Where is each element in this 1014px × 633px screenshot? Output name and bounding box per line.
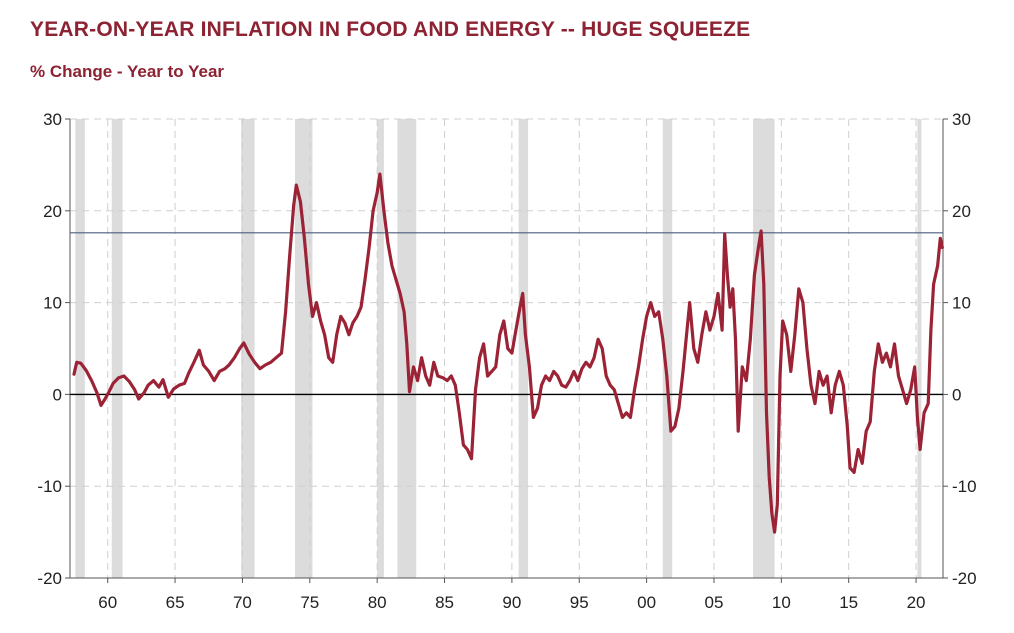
y-tick-label-left: 10 [43,294,62,313]
tick-labels: -20 -10 0 10 20 30 -20 -10 0 10 20 30 60 65 70 75 80 85 90… [37,110,976,612]
recession-band [917,119,922,578]
x-tick-label: 00 [637,593,656,612]
x-tick-label: 60 [98,593,117,612]
recession-band [662,119,673,578]
x-tick-label: 15 [839,593,858,612]
reference-lines [70,232,943,396]
y-tick-label-right: -10 [952,477,977,496]
y-tick-label-left: 20 [43,202,62,221]
x-tick-label: 90 [502,593,521,612]
y-tick-label-left: 30 [43,110,62,129]
y-tick-label-left: -20 [37,569,62,588]
y-tick-label-right: 10 [952,294,971,313]
recession-band [377,119,384,578]
recession-band [518,119,529,578]
recession-band [111,119,123,578]
y-tick-label-right: 20 [952,202,971,221]
recession-band [75,119,85,578]
x-tick-label: 20 [907,593,926,612]
x-tick-label: 65 [166,593,185,612]
x-tick-label: 85 [435,593,454,612]
y-tick-label-right: -20 [952,569,977,588]
y-tick-label-right: 0 [952,385,961,404]
x-tick-label: 95 [570,593,589,612]
series-line [72,172,944,534]
y-tick-label-left: 0 [53,385,62,404]
y-tick-label-right: 30 [952,110,971,129]
series-layer [72,172,944,534]
x-tick-label: 70 [233,593,252,612]
x-tick-label: 75 [300,593,319,612]
axes [65,118,948,583]
recession-band [294,119,313,578]
x-tick-label: 80 [368,593,387,612]
y-tick-label-left: -10 [37,477,62,496]
chart-subtitle: % Change - Year to Year [30,62,225,81]
x-tick-label: 10 [772,593,791,612]
x-tick-label: 05 [705,593,724,612]
chart-title: YEAR-ON-YEAR INFLATION IN FOOD AND ENERG… [30,18,751,41]
